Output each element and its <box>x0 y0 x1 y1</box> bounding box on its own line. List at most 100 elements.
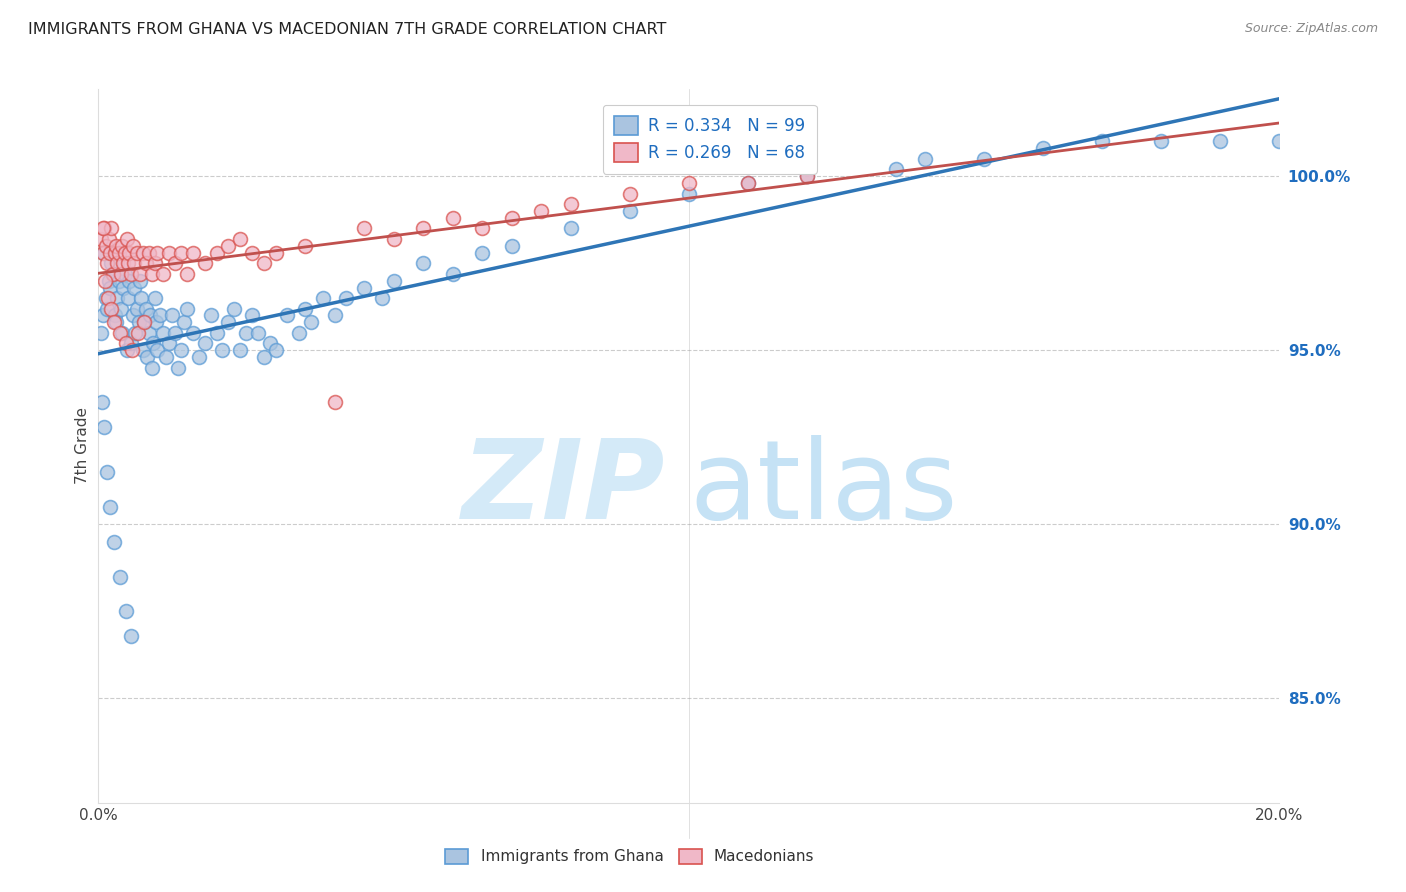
Point <box>1150 135 1173 149</box>
Point <box>118 245 141 260</box>
Point <box>276 309 298 323</box>
Point <box>619 204 641 219</box>
Point <box>91 309 114 323</box>
Point <box>165 256 187 270</box>
Point <box>100 256 122 270</box>
Point <box>125 245 148 260</box>
Point <box>103 267 125 281</box>
Point <box>229 343 252 358</box>
Point <box>121 343 143 358</box>
Point <box>146 343 169 358</box>
Point <box>471 245 494 260</box>
Point <box>914 152 936 166</box>
Point <box>181 326 204 340</box>
Point <box>105 315 128 329</box>
Point <box>530 204 553 219</box>
Point <box>110 326 132 340</box>
Point <box>1091 135 1114 149</box>
Point <box>111 326 134 340</box>
Point <box>157 245 180 260</box>
Text: atlas: atlas <box>689 435 957 542</box>
Point <box>264 343 287 358</box>
Point <box>678 176 700 190</box>
Point <box>135 301 157 316</box>
Point <box>973 152 995 166</box>
Point <box>100 301 122 316</box>
Point <box>128 267 150 281</box>
Point <box>135 350 157 364</box>
Point <box>235 326 257 340</box>
Point <box>103 315 125 329</box>
Point <box>120 336 142 351</box>
Point <box>560 221 582 235</box>
Point <box>560 197 582 211</box>
Point <box>264 245 287 260</box>
Point <box>884 162 907 177</box>
Point <box>501 211 523 225</box>
Point <box>96 465 118 479</box>
Y-axis label: 7th Grade: 7th Grade <box>75 408 90 484</box>
Point <box>117 291 139 305</box>
Point <box>165 326 187 340</box>
Legend: Immigrants from Ghana, Macedonians: Immigrants from Ghana, Macedonians <box>436 839 824 873</box>
Point <box>108 569 131 583</box>
Point <box>110 301 132 316</box>
Point <box>294 301 316 316</box>
Point <box>132 245 155 260</box>
Point <box>125 301 148 316</box>
Point <box>97 291 120 305</box>
Point <box>122 256 145 270</box>
Point <box>138 326 160 340</box>
Point <box>737 176 759 190</box>
Point <box>353 221 375 235</box>
Point <box>412 221 434 235</box>
Point <box>110 267 132 281</box>
Point <box>103 534 125 549</box>
Point <box>134 315 156 329</box>
Point <box>112 256 135 270</box>
Point <box>90 326 112 340</box>
Point <box>129 291 152 305</box>
Point <box>312 291 335 305</box>
Point <box>118 274 141 288</box>
Point <box>181 245 204 260</box>
Point <box>619 186 641 201</box>
Point <box>211 343 233 358</box>
Point <box>121 239 143 253</box>
Point <box>441 267 464 281</box>
Point <box>217 239 239 253</box>
Point <box>104 245 127 260</box>
Point <box>162 309 183 323</box>
Point <box>173 315 195 329</box>
Point <box>323 395 346 409</box>
Point <box>382 274 405 288</box>
Point <box>93 420 115 434</box>
Point <box>205 326 228 340</box>
Point <box>176 301 198 316</box>
Point <box>200 309 222 323</box>
Point <box>259 336 281 351</box>
Point <box>142 336 165 351</box>
Point <box>94 239 117 253</box>
Point <box>108 245 131 260</box>
Point <box>187 350 209 364</box>
Point <box>94 291 117 305</box>
Point <box>141 267 163 281</box>
Point <box>114 245 136 260</box>
Point <box>132 343 155 358</box>
Point <box>128 274 150 288</box>
Point <box>441 211 464 225</box>
Point <box>678 186 700 201</box>
Point <box>105 291 128 305</box>
Point <box>155 350 177 364</box>
Point <box>127 326 149 340</box>
Point <box>132 315 155 329</box>
Text: ZIP: ZIP <box>461 435 665 542</box>
Point <box>152 267 174 281</box>
Point <box>138 245 160 260</box>
Point <box>128 315 150 329</box>
Text: Source: ZipAtlas.com: Source: ZipAtlas.com <box>1244 22 1378 36</box>
Point <box>121 629 143 643</box>
Point <box>93 245 115 260</box>
Point <box>143 256 166 270</box>
